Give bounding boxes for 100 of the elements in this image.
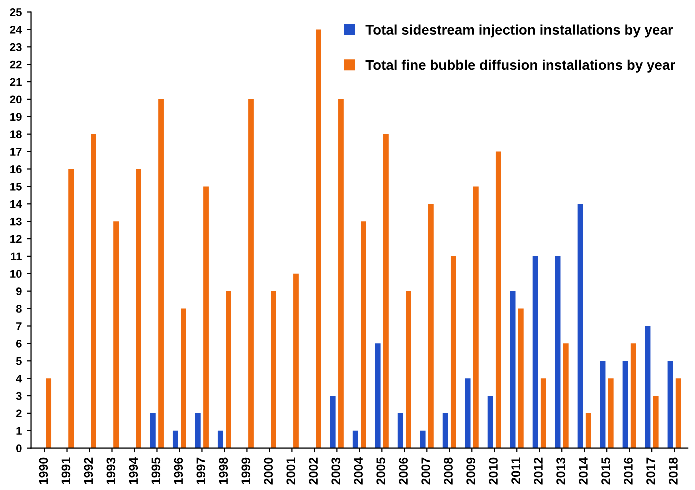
x-tick-label: 2013 bbox=[556, 458, 566, 485]
bar bbox=[622, 361, 628, 448]
x-tick-label: 2003 bbox=[332, 458, 341, 485]
y-tick-label: 10 bbox=[10, 270, 22, 278]
y-tick-label: 24 bbox=[10, 26, 22, 34]
bar bbox=[586, 413, 592, 448]
x-tick-label: 1995 bbox=[152, 458, 161, 484]
bar bbox=[668, 361, 674, 448]
bar bbox=[330, 396, 336, 448]
y-tick-label: 12 bbox=[10, 235, 22, 244]
bar bbox=[316, 30, 322, 448]
y-tick-label: 4 bbox=[16, 374, 22, 383]
x-tick-label: 2002 bbox=[309, 458, 318, 485]
y-tick-label: 18 bbox=[10, 130, 22, 138]
bar bbox=[428, 204, 434, 448]
bar bbox=[338, 99, 344, 448]
bar bbox=[600, 361, 606, 448]
legend-label: Total fine bubble diffusion installations by year bbox=[366, 60, 676, 73]
y-tick-label: 14 bbox=[10, 200, 22, 208]
x-tick-label: 2008 bbox=[444, 458, 453, 485]
bar bbox=[294, 274, 299, 448]
x-tick-label: 1998 bbox=[219, 458, 228, 484]
y-tick-label: 23 bbox=[10, 43, 22, 52]
bar bbox=[204, 186, 209, 448]
bar bbox=[150, 413, 156, 448]
bar bbox=[158, 99, 164, 448]
y-tick-label: 9 bbox=[16, 288, 22, 296]
y-tick-label: 5 bbox=[16, 358, 22, 366]
y-tick-label: 8 bbox=[16, 305, 22, 313]
bar bbox=[496, 152, 502, 448]
bar bbox=[172, 430, 178, 448]
bar bbox=[375, 344, 381, 448]
legend-label: Total sidestream injection installations by year bbox=[366, 24, 674, 38]
y-tick-label: 3 bbox=[16, 392, 22, 400]
y-tick-label: 19 bbox=[10, 113, 22, 122]
bar bbox=[532, 256, 538, 448]
bar bbox=[181, 308, 186, 448]
y-tick-label: 16 bbox=[10, 166, 22, 174]
bar bbox=[46, 378, 52, 448]
bar bbox=[563, 344, 569, 448]
x-tick-label: 2006 bbox=[399, 458, 408, 485]
bar bbox=[352, 430, 358, 448]
bar bbox=[271, 291, 276, 448]
bar bbox=[136, 169, 142, 448]
x-tick-label: 2005 bbox=[376, 458, 386, 485]
bar bbox=[653, 396, 659, 448]
x-tick-label: 1997 bbox=[196, 458, 206, 484]
bar bbox=[540, 378, 546, 448]
y-tick-label: 13 bbox=[10, 218, 22, 226]
y-tick-label: 0 bbox=[16, 444, 22, 452]
x-tick-label: 2015 bbox=[602, 458, 610, 485]
x-tick-label: 2007 bbox=[422, 458, 430, 485]
y-tick-label: 15 bbox=[10, 183, 22, 191]
bar bbox=[488, 396, 494, 448]
x-tick-label: 1999 bbox=[242, 458, 251, 484]
bar bbox=[226, 291, 232, 448]
bar bbox=[406, 291, 412, 448]
x-tick-label: 1994 bbox=[129, 457, 138, 484]
bar bbox=[91, 134, 97, 448]
x-tick-label: 1996 bbox=[174, 458, 184, 484]
bar bbox=[676, 378, 682, 448]
y-tick-label: 22 bbox=[10, 60, 22, 69]
x-tick-label: 2004 bbox=[354, 457, 364, 485]
bar bbox=[518, 308, 524, 448]
bar bbox=[218, 430, 224, 448]
bar bbox=[608, 378, 614, 448]
bar bbox=[248, 99, 254, 448]
bar bbox=[68, 169, 74, 448]
bar bbox=[420, 430, 426, 448]
x-tick-label: 2017 bbox=[646, 458, 656, 485]
x-tick-label: 1990 bbox=[39, 458, 48, 484]
x-tick-label: 2010 bbox=[489, 458, 498, 485]
y-tick-label: 7 bbox=[16, 322, 22, 330]
bar bbox=[114, 222, 119, 448]
bar bbox=[555, 256, 561, 448]
bar bbox=[473, 186, 479, 448]
x-tick-label: 2016 bbox=[624, 458, 633, 485]
x-tick-label: 2009 bbox=[466, 458, 476, 485]
x-tick-label: 2001 bbox=[286, 458, 296, 485]
bar bbox=[195, 413, 201, 448]
bar bbox=[578, 204, 584, 448]
bar bbox=[450, 256, 456, 448]
bar bbox=[398, 413, 404, 448]
x-tick-label: 2012 bbox=[534, 458, 543, 485]
bar bbox=[645, 326, 651, 448]
y-tick-label: 11 bbox=[11, 252, 22, 260]
x-tick-label: 1993 bbox=[106, 458, 116, 484]
bar bbox=[384, 134, 389, 448]
bar bbox=[361, 222, 366, 448]
x-tick-label: 2018 bbox=[669, 458, 678, 485]
x-tick-label: 2014 bbox=[579, 457, 588, 485]
y-tick-label: 6 bbox=[16, 340, 22, 348]
bar bbox=[465, 378, 471, 448]
y-tick-label: 25 bbox=[10, 8, 22, 16]
x-tick-label: 2011 bbox=[512, 458, 520, 484]
y-tick-label: 2 bbox=[16, 410, 22, 418]
y-tick-label: 17 bbox=[10, 148, 22, 156]
bar bbox=[442, 413, 448, 448]
bar bbox=[510, 291, 516, 448]
y-tick-label: 21 bbox=[10, 78, 22, 86]
